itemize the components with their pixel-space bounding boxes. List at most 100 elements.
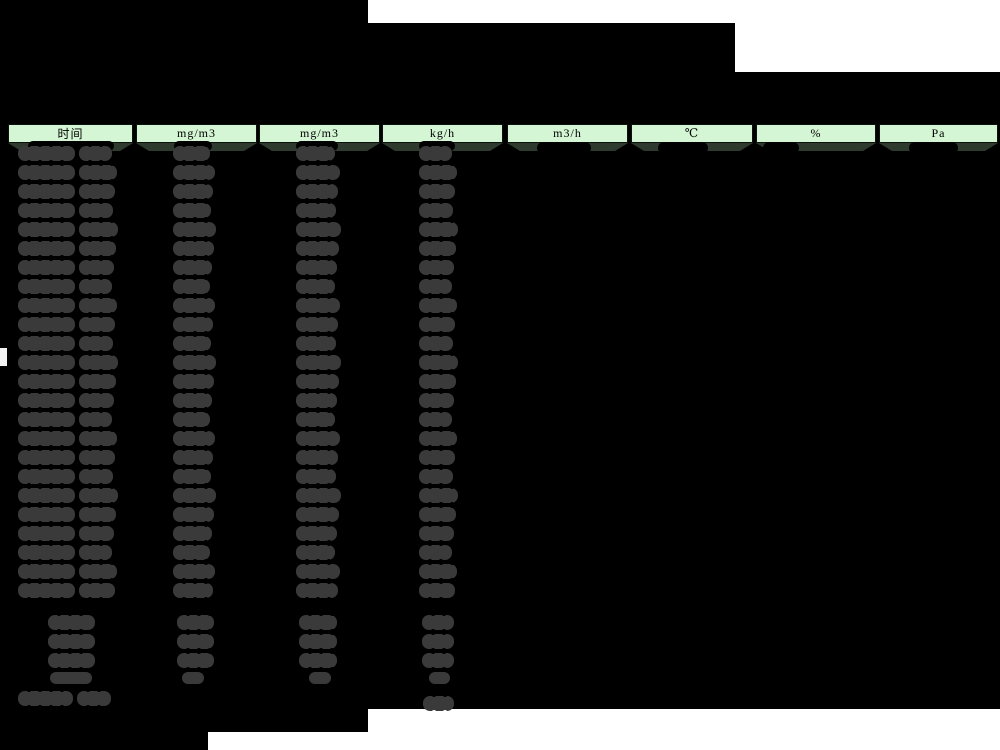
redacted-value-blob	[296, 203, 336, 218]
redacted-value-blob	[296, 469, 336, 484]
redacted-value-blob	[173, 165, 215, 180]
redacted-value-blob	[79, 507, 116, 522]
redacted-value-blob	[173, 507, 214, 522]
header-cell-6: ℃	[631, 124, 753, 143]
redacted-value-blob	[48, 653, 95, 668]
redacted-value-blob	[79, 355, 118, 370]
redacted-value-blob	[422, 634, 454, 649]
table-row	[0, 184, 1000, 203]
redacted-value-blob	[79, 165, 117, 180]
redacted-value-blob	[173, 545, 210, 560]
redacted-value-blob	[79, 545, 112, 560]
redacted-value-blob	[18, 564, 75, 579]
redacted-value-blob	[296, 336, 336, 351]
redacted-value-blob	[18, 241, 75, 256]
redacted-value-blob	[296, 393, 337, 408]
header-cell-5: m3/h	[507, 124, 628, 143]
redacted-value-blob	[79, 203, 113, 218]
redacted-value-blob	[79, 184, 115, 199]
redacted-title-block-top	[0, 0, 368, 23]
redacted-value-blob	[18, 583, 75, 598]
redacted-value-blob	[18, 431, 75, 446]
redacted-value-blob	[79, 336, 113, 351]
table-row	[0, 412, 1000, 431]
header-strip-segment	[756, 143, 876, 151]
redacted-value-blob	[658, 142, 708, 154]
table-row	[0, 374, 1000, 393]
left-edge-artifact	[0, 348, 7, 366]
table-row	[0, 507, 1000, 526]
table-row	[0, 545, 1000, 564]
redacted-value-blob	[173, 469, 211, 484]
redacted-value-blob	[296, 298, 340, 313]
redacted-value-blob	[79, 374, 116, 389]
redacted-value-blob	[173, 564, 215, 579]
redacted-value-blob	[296, 317, 338, 332]
redacted-value-blob	[18, 203, 75, 218]
redacted-value-blob	[909, 142, 958, 154]
redacted-value-blob	[79, 488, 118, 503]
redacted-value-blob	[419, 336, 453, 351]
header-cell-4: kg/h	[382, 124, 503, 143]
redacted-value-blob	[79, 564, 117, 579]
redacted-value-blob	[173, 450, 213, 465]
redacted-value-blob	[173, 393, 212, 408]
redacted-value-blob	[173, 260, 212, 275]
redacted-value-blob	[18, 260, 75, 275]
redacted-footer-block-2	[0, 732, 208, 750]
table-row	[0, 241, 1000, 260]
redacted-value-blob	[296, 146, 335, 161]
redacted-value-blob	[419, 583, 455, 598]
summary-row	[0, 672, 1000, 691]
redacted-value-blob	[296, 241, 339, 256]
redacted-value-blob	[296, 412, 335, 427]
redacted-value-blob	[173, 526, 212, 541]
table-row	[0, 279, 1000, 298]
redacted-value-blob	[18, 317, 75, 332]
redacted-value-blob	[419, 203, 453, 218]
redacted-value-blob	[173, 241, 214, 256]
redacted-value-blob	[763, 142, 799, 154]
redacted-value-blob	[419, 431, 457, 446]
redacted-value-blob	[296, 450, 338, 465]
redacted-value-blob	[296, 260, 337, 275]
redacted-value-blob	[419, 374, 456, 389]
redacted-value-blob	[423, 696, 454, 711]
table-row	[0, 203, 1000, 222]
redacted-value-blob	[79, 393, 114, 408]
redacted-value-blob	[173, 298, 215, 313]
redacted-value-blob	[18, 184, 75, 199]
table-row	[0, 298, 1000, 317]
header-cell-2: mg/m3	[136, 124, 257, 143]
redacted-value-blob	[18, 298, 75, 313]
redacted-value-blob	[419, 165, 457, 180]
redacted-value-blob	[419, 260, 454, 275]
redacted-value-blob	[419, 507, 456, 522]
redacted-value-blob	[419, 393, 454, 408]
redacted-value-blob	[79, 222, 118, 237]
table-row	[0, 260, 1000, 279]
table-row	[0, 431, 1000, 450]
redacted-value-blob	[18, 545, 75, 560]
redacted-value-blob	[419, 412, 452, 427]
redacted-value-blob	[173, 583, 213, 598]
redacted-value-blob	[177, 653, 214, 668]
redacted-value-blob	[419, 279, 452, 294]
redacted-value-blob	[296, 355, 341, 370]
redacted-value-blob	[79, 298, 117, 313]
redacted-value-blob	[296, 526, 337, 541]
table-row	[0, 469, 1000, 488]
redacted-value-blob	[18, 222, 75, 237]
redacted-value-blob	[79, 260, 114, 275]
redacted-value-blob	[296, 222, 341, 237]
redacted-value-blob	[296, 279, 335, 294]
redacted-value-blob	[296, 545, 335, 560]
redacted-value-blob	[18, 450, 75, 465]
header-cell-3: mg/m3	[259, 124, 380, 143]
redacted-value-blob	[419, 526, 454, 541]
redacted-value-blob	[299, 653, 337, 668]
table-row	[0, 488, 1000, 507]
redacted-value-blob	[79, 450, 115, 465]
redacted-value-blob	[419, 564, 457, 579]
